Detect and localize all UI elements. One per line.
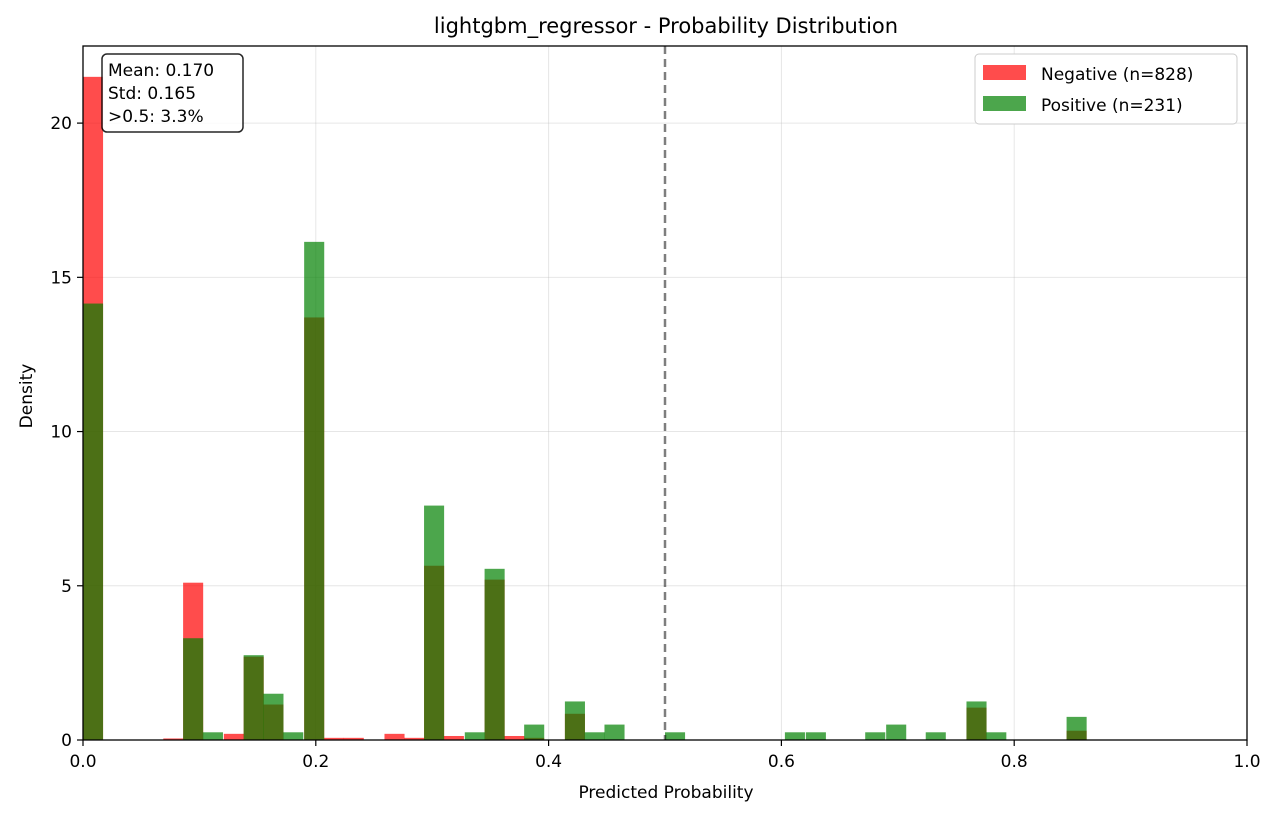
histogram-bar xyxy=(163,738,184,740)
x-tick-label: 0.2 xyxy=(302,752,329,772)
legend-frame xyxy=(974,53,1238,125)
histogram-bars xyxy=(83,76,1087,741)
histogram-bar xyxy=(202,732,223,740)
histogram-bar xyxy=(484,568,505,740)
legend-label-positive: Positive (n=231) xyxy=(1041,96,1183,116)
histogram-bar xyxy=(524,724,545,740)
stats-box: Mean: 0.170 Std: 0.165 >0.5: 3.3% xyxy=(101,53,244,133)
y-tick-label: 10 xyxy=(50,423,72,443)
histogram-bar xyxy=(304,241,325,740)
histogram-bar xyxy=(1066,716,1087,740)
histogram-bar xyxy=(183,638,204,740)
y-tick-label: 5 xyxy=(61,577,72,597)
x-tick-label: 1.0 xyxy=(1233,752,1260,772)
histogram-bar xyxy=(263,693,284,740)
histogram-bar xyxy=(564,701,585,740)
histogram-bar xyxy=(604,724,625,740)
histogram-bar xyxy=(986,732,1007,740)
histogram-bar xyxy=(665,732,686,740)
y-axis-ticks: 0 5 10 15 20 xyxy=(50,114,83,751)
stats-box-frame xyxy=(101,53,244,133)
histogram-bar xyxy=(784,732,805,740)
legend-swatch-negative xyxy=(983,65,1026,80)
histogram-bar xyxy=(865,732,886,740)
y-tick-label: 0 xyxy=(61,731,72,751)
plot-frame xyxy=(82,45,1248,741)
histogram-bar xyxy=(443,735,464,740)
stats-above-threshold: >0.5: 3.3% xyxy=(108,107,204,127)
x-tick-label: 0.0 xyxy=(69,752,96,772)
chart-title: lightgbm_regressor - Probability Distrib… xyxy=(434,14,898,39)
histogram-bar xyxy=(243,655,264,740)
histogram-bar xyxy=(424,505,445,740)
histogram-bar xyxy=(323,737,345,740)
histogram-bar xyxy=(283,732,304,740)
x-tick-label: 0.6 xyxy=(768,752,795,772)
histogram-bar xyxy=(805,732,826,740)
legend: Negative (n=828) Positive (n=231) xyxy=(974,53,1238,125)
histogram-bar xyxy=(384,733,405,740)
histogram-bar xyxy=(404,737,425,740)
stats-mean: Mean: 0.170 xyxy=(108,61,214,81)
legend-swatch-positive xyxy=(983,96,1026,111)
histogram-bar xyxy=(504,735,525,740)
x-tick-label: 0.8 xyxy=(1001,752,1028,772)
legend-label-negative: Negative (n=828) xyxy=(1041,65,1193,85)
histogram-bar xyxy=(223,733,244,740)
histogram-bar xyxy=(464,732,485,740)
histogram-bar xyxy=(886,724,907,740)
histogram-bar xyxy=(584,732,605,740)
x-axis-ticks: 0.0 0.2 0.4 0.6 0.8 1.0 xyxy=(69,740,1261,772)
histogram-bar xyxy=(925,732,946,740)
histogram-bar xyxy=(83,303,104,740)
y-tick-label: 20 xyxy=(50,114,72,134)
y-tick-label: 15 xyxy=(50,268,72,288)
histogram-bar xyxy=(343,737,364,740)
x-tick-label: 0.4 xyxy=(535,752,562,772)
stats-std: Std: 0.165 xyxy=(108,84,196,104)
histogram-bar xyxy=(966,701,987,740)
y-axis-label: Density xyxy=(17,364,37,429)
series-positive-bars xyxy=(83,241,1087,740)
x-axis-label: Predicted Probability xyxy=(578,783,753,803)
